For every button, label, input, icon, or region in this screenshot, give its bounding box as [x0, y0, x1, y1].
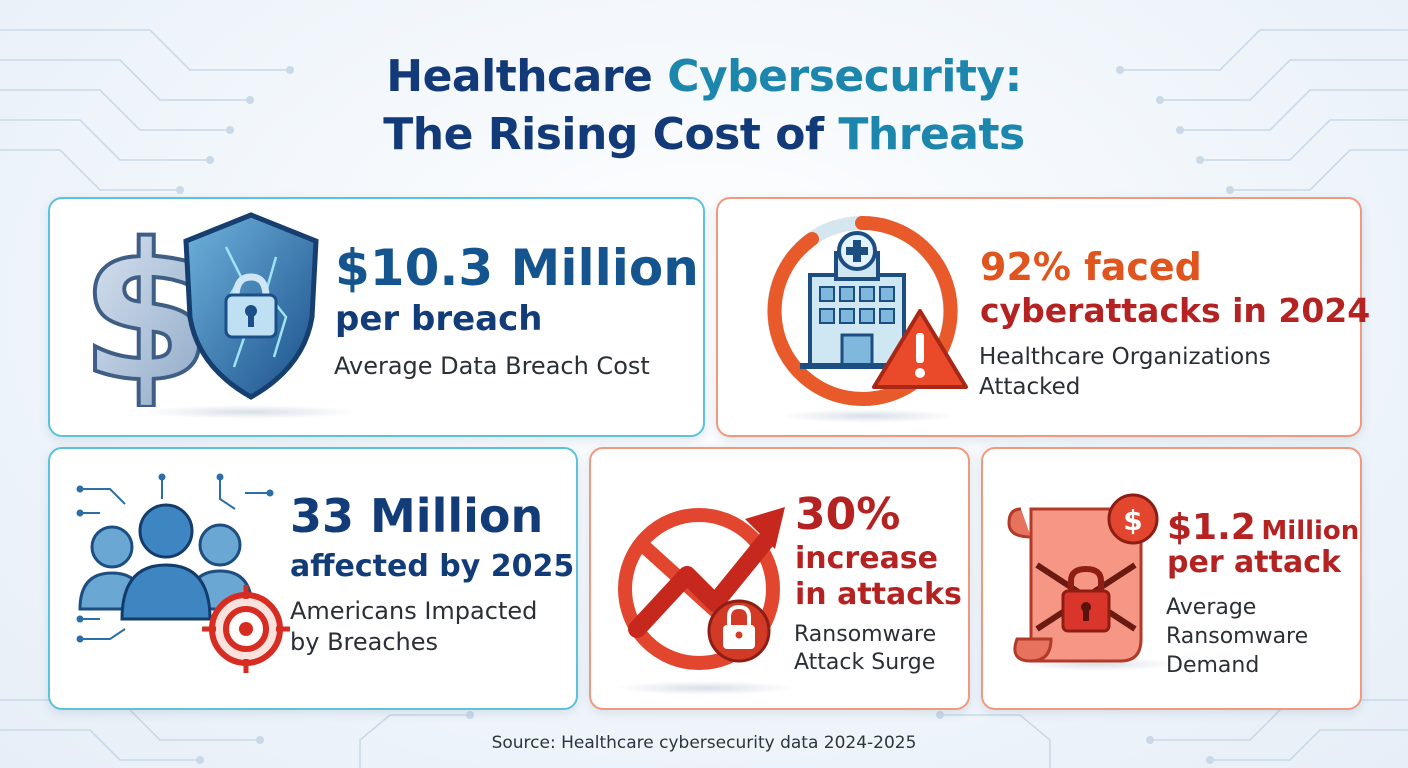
- ransom-demand-label: Average Ransomware Demand: [1166, 593, 1308, 680]
- americans-label-line1: Americans Impacted: [290, 597, 538, 625]
- ransom-demand-unit: Million: [1261, 516, 1360, 546]
- ransom-demand-subhead: per attack: [1167, 545, 1341, 580]
- americans-label: Americans Impacted by Breaches: [290, 596, 537, 658]
- attacked-orgs-subhead: cyberattacks in 2024: [980, 291, 1371, 330]
- ransom-demand-label-line2: Ransomware: [1166, 624, 1309, 649]
- ransom-note-lock-icon: $: [1007, 493, 1159, 663]
- title-line-2: The Rising Cost of Threats: [0, 106, 1408, 164]
- ransomware-surge-label-line2: Attack Surge: [794, 650, 936, 675]
- ransomware-surge-card: 30% increase in attacks Ransomware Attac…: [589, 447, 970, 710]
- breach-cost-headline: $10.3 Million: [335, 239, 699, 297]
- attacked-orgs-headline: 92% faced: [980, 245, 1202, 289]
- ransomware-surge-subhead: increase in attacks: [795, 541, 962, 613]
- ransom-demand-card: $ $1.2 Million per attack Average Ransom…: [981, 447, 1362, 710]
- icon-shadow: [615, 681, 795, 695]
- icon-shadow: [778, 409, 958, 423]
- breach-cost-label: Average Data Breach Cost: [334, 352, 650, 380]
- ransomware-surge-headline: 30%: [795, 489, 901, 540]
- ransomware-surge-subhead-line2: in attacks: [795, 577, 962, 612]
- americans-headline: 33 Million: [290, 489, 544, 543]
- icon-shadow: [140, 405, 360, 419]
- title-word-dark-1: Healthcare: [386, 51, 653, 102]
- page-title: Healthcare Cybersecurity: The Rising Cos…: [0, 48, 1408, 164]
- americans-subhead: affected by 2025: [290, 549, 575, 584]
- ransom-demand-label-line3: Demand: [1166, 653, 1260, 678]
- americans-label-line2: by Breaches: [290, 628, 439, 656]
- dollar-shield-lock-icon: $: [78, 207, 319, 407]
- rising-arrow-lock-icon: [618, 507, 785, 670]
- ransomware-surge-label-line1: Ransomware: [794, 622, 937, 647]
- ransomware-surge-subhead-line1: increase: [795, 541, 939, 576]
- ransom-demand-label-line1: Average: [1166, 595, 1257, 620]
- attacked-orgs-label-line1: Healthcare Organizations: [979, 344, 1271, 370]
- svg-text:$: $: [1123, 504, 1142, 537]
- attacked-orgs-label: Healthcare Organizations Attacked: [979, 342, 1271, 402]
- ransom-demand-value: $1.2: [1167, 507, 1256, 548]
- hospital-warning-icon: [767, 215, 968, 406]
- title-word-light-2: Threats: [838, 109, 1025, 160]
- people-target-icon: [76, 473, 290, 673]
- attacked-orgs-card: 92% faced cyberattacks in 2024 Healthcar…: [716, 197, 1370, 437]
- title-word-dark-2: The Rising Cost of: [383, 109, 824, 160]
- attacked-orgs-label-line2: Attacked: [979, 374, 1081, 400]
- ransomware-surge-label: Ransomware Attack Surge: [794, 621, 936, 677]
- source-note: Source: Healthcare cybersecurity data 20…: [491, 733, 917, 753]
- title-line-1: Healthcare Cybersecurity:: [0, 48, 1408, 106]
- breach-cost-subhead: per breach: [335, 299, 543, 339]
- title-word-light-1: Cybersecurity:: [667, 51, 1022, 102]
- americans-impacted-card: 33 Million affected by 2025 Americans Im…: [48, 447, 578, 710]
- ransom-demand-headline: $1.2 Million: [1167, 507, 1359, 548]
- breach-cost-card: $ $10.3 Million per breach Average Data …: [48, 197, 705, 437]
